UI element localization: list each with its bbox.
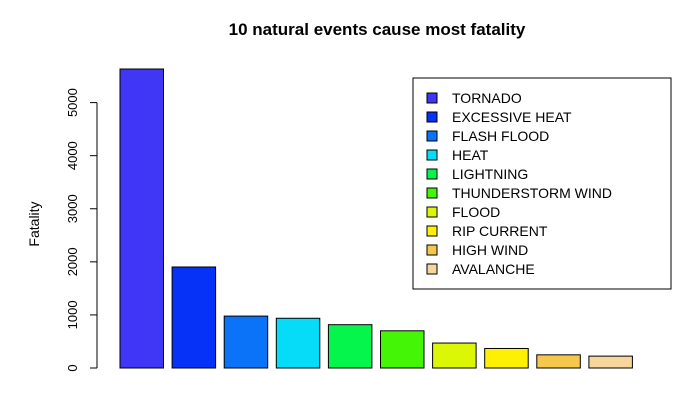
legend-swatch (426, 187, 438, 199)
y-tick-label: 1000 (65, 300, 80, 329)
legend-swatch (426, 149, 438, 161)
legend-label: HIGH WIND (452, 242, 528, 258)
bar (432, 342, 477, 369)
legend-swatch (426, 111, 438, 123)
legend-box (412, 77, 672, 290)
legend-swatch (426, 244, 438, 256)
y-tick-label: 0 (65, 364, 80, 371)
y-tick-label: 2000 (65, 247, 80, 276)
legend-swatch (426, 130, 438, 142)
bar (484, 347, 529, 369)
bar (327, 324, 373, 369)
bar (119, 68, 164, 369)
y-axis: 0 1000 2000 3000 4000 5000 (65, 88, 98, 372)
legend-label: FLOOD (452, 204, 500, 220)
legend-label: HEAT (452, 147, 489, 163)
y-axis-label: Fatality (26, 201, 42, 246)
legend-label: RIP CURRENT (452, 223, 548, 239)
y-tick-label: 3000 (65, 194, 80, 223)
y-tick-label: 4000 (65, 141, 80, 170)
bars-group (119, 68, 633, 369)
legend-label: EXCESSIVE HEAT (452, 109, 572, 125)
legend: TORNADO EXCESSIVE HEAT FLASH FLOOD HEAT LIGH… (412, 77, 672, 290)
legend-label: LIGHTNING (452, 166, 528, 182)
bar (536, 354, 581, 369)
legend-label: FLASH FLOOD (452, 128, 549, 144)
legend-swatch (426, 206, 438, 218)
bar (223, 315, 269, 369)
bar (171, 266, 217, 369)
legend-swatch (426, 263, 438, 275)
y-tick-label: 5000 (65, 88, 80, 117)
chart-title: 10 natural events cause most fatality (229, 20, 526, 39)
legend-label: TORNADO (452, 90, 522, 106)
legend-label: THUNDERSTORM WIND (452, 185, 612, 201)
bar (380, 330, 425, 369)
legend-swatch (426, 92, 438, 104)
bar (588, 355, 633, 369)
legend-swatch (426, 168, 438, 180)
legend-label: AVALANCHE (452, 261, 535, 277)
bar (275, 317, 321, 369)
legend-swatch (426, 225, 438, 237)
